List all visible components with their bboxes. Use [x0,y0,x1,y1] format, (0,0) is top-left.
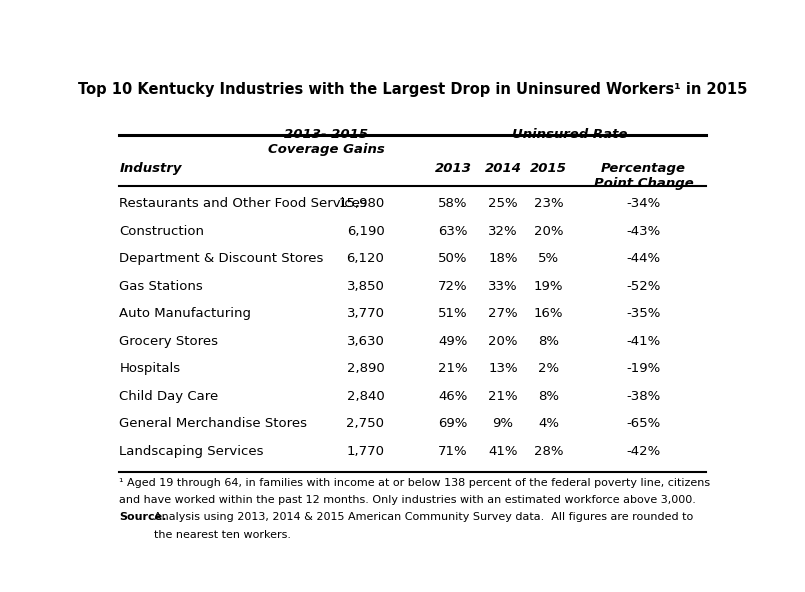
Text: 3,770: 3,770 [346,307,385,320]
Text: 71%: 71% [438,445,468,458]
Text: Percentage
Point Change: Percentage Point Change [593,162,693,190]
Text: 25%: 25% [488,197,518,210]
Text: Child Day Care: Child Day Care [119,390,219,403]
Text: 2014: 2014 [485,162,522,175]
Text: 27%: 27% [488,307,518,320]
Text: 32%: 32% [488,225,518,238]
Text: -35%: -35% [626,307,661,320]
Text: 20%: 20% [489,334,518,348]
Text: 46%: 46% [439,390,468,403]
Text: 23%: 23% [534,197,564,210]
Text: ¹ Aged 19 through 64, in families with income at or below 138 percent of the fed: ¹ Aged 19 through 64, in families with i… [119,478,711,488]
Text: 8%: 8% [538,390,559,403]
Text: 41%: 41% [489,445,518,458]
Text: 2015: 2015 [530,162,567,175]
Text: 9%: 9% [493,417,514,430]
Text: 2013: 2013 [435,162,472,175]
Text: -44%: -44% [626,252,660,265]
Text: 3,630: 3,630 [347,334,385,348]
Text: 72%: 72% [438,280,468,293]
Text: Analysis using 2013, 2014 & 2015 American Community Survey data.  All figures ar: Analysis using 2013, 2014 & 2015 America… [155,512,694,522]
Text: 3,850: 3,850 [347,280,385,293]
Text: -38%: -38% [626,390,661,403]
Text: 15,980: 15,980 [338,197,385,210]
Text: Hospitals: Hospitals [119,362,180,375]
Text: 21%: 21% [488,390,518,403]
Text: 2%: 2% [538,362,559,375]
Text: -42%: -42% [626,445,661,458]
Text: 21%: 21% [438,362,468,375]
Text: 4%: 4% [538,417,559,430]
Text: -43%: -43% [626,225,661,238]
Text: Source.: Source. [119,512,167,522]
Text: 1,770: 1,770 [346,445,385,458]
Text: 16%: 16% [534,307,564,320]
Text: 2,840: 2,840 [347,390,385,403]
Text: General Merchandise Stores: General Merchandise Stores [119,417,308,430]
Text: 19%: 19% [534,280,564,293]
Text: Top 10 Kentucky Industries with the Largest Drop in Uninsured Workers¹ in 2015: Top 10 Kentucky Industries with the Larg… [78,82,747,98]
Text: 18%: 18% [489,252,518,265]
Text: the nearest ten workers.: the nearest ten workers. [155,530,291,540]
Text: 8%: 8% [538,334,559,348]
Text: Industry: Industry [119,162,182,175]
Text: 69%: 69% [439,417,468,430]
Text: -52%: -52% [626,280,661,293]
Text: Uninsured Rate: Uninsured Rate [512,128,628,141]
Text: -19%: -19% [626,362,661,375]
Text: 6,190: 6,190 [347,225,385,238]
Text: 33%: 33% [488,280,518,293]
Text: 49%: 49% [439,334,468,348]
Text: Restaurants and Other Food Services: Restaurants and Other Food Services [119,197,367,210]
Text: and have worked within the past 12 months. Only industries with an estimated wor: and have worked within the past 12 month… [119,495,696,505]
Text: 51%: 51% [438,307,468,320]
Text: 50%: 50% [439,252,468,265]
Text: -65%: -65% [626,417,661,430]
Text: Gas Stations: Gas Stations [119,280,203,293]
Text: Construction: Construction [119,225,204,238]
Text: 28%: 28% [534,445,564,458]
Text: 58%: 58% [439,197,468,210]
Text: -34%: -34% [626,197,661,210]
Text: 20%: 20% [534,225,564,238]
Text: Auto Manufacturing: Auto Manufacturing [119,307,251,320]
Text: Landscaping Services: Landscaping Services [119,445,264,458]
Text: -41%: -41% [626,334,661,348]
Text: 6,120: 6,120 [347,252,385,265]
Text: 2,890: 2,890 [347,362,385,375]
Text: 2013- 2015
Coverage Gains: 2013- 2015 Coverage Gains [268,128,385,156]
Text: 63%: 63% [439,225,468,238]
Text: Grocery Stores: Grocery Stores [119,334,218,348]
Text: 5%: 5% [538,252,559,265]
Text: 2,750: 2,750 [346,417,385,430]
Text: 13%: 13% [488,362,518,375]
Text: Department & Discount Stores: Department & Discount Stores [119,252,324,265]
